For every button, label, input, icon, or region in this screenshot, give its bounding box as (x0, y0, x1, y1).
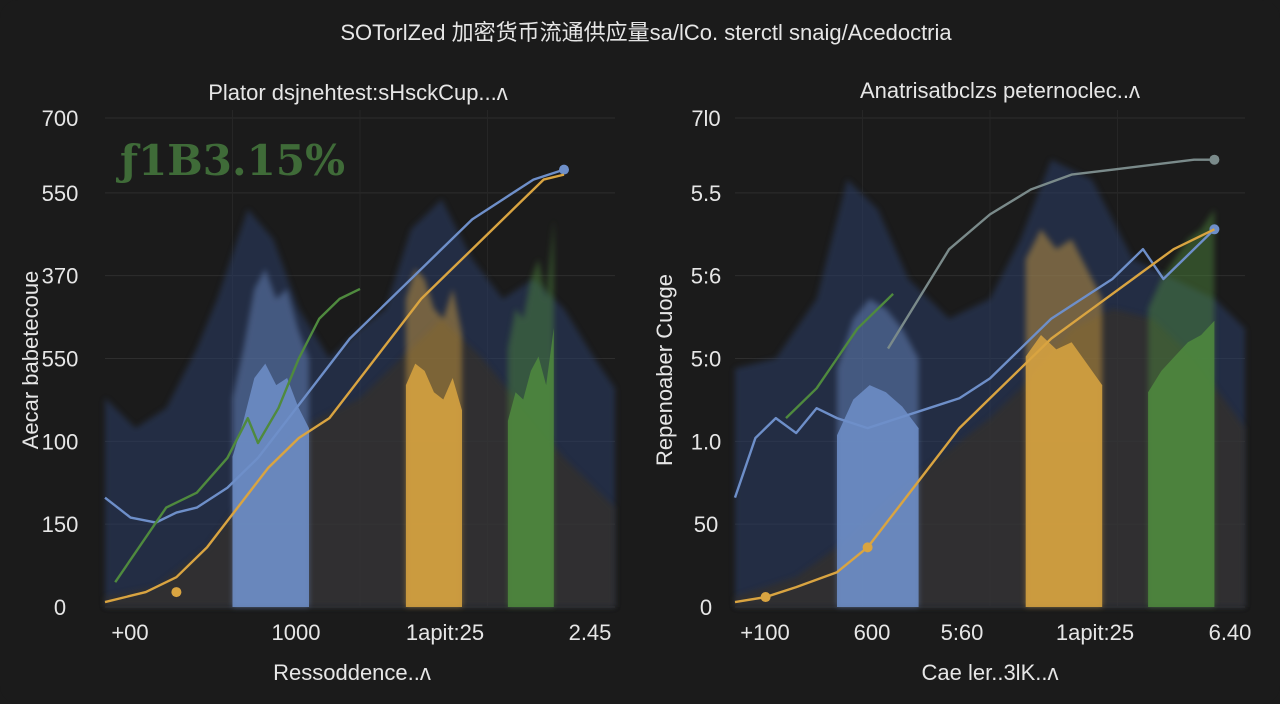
y-tick-label: 150 (42, 512, 79, 537)
y-tick-label: 100 (42, 429, 79, 454)
y-tick-label: 7l0 (691, 106, 720, 131)
series-line-green (785, 293, 894, 419)
series-marker (760, 592, 771, 603)
series-line-orange (734, 228, 1215, 604)
y-axis-label-left: Aecar babetecoue (18, 271, 43, 450)
y-tick-label: 0 (54, 595, 66, 620)
series-marker (862, 542, 873, 553)
chart-panel-right: Anatrisatbclzs peternoclec..ᴧ Repenoaber… (652, 78, 1251, 685)
series-line-blue (733, 228, 1216, 499)
y-tick-label: 1.0 (691, 429, 722, 454)
y-tick-label: 5:0 (691, 347, 722, 372)
band (1148, 320, 1215, 607)
figure-title: SOTorlZed 加密货币流通供应量sa/lCo. sterctl snaig… (340, 20, 952, 45)
x-axis-label-left: Ressoddence..ᴧ (273, 660, 431, 685)
x-tick-label: 6.40 (1209, 620, 1252, 645)
x-tick-label: +100 (740, 620, 790, 645)
plot-area-left: 0 150 100 550 370 550 700 +00 1000 1apit:25 2.45 (42, 106, 615, 645)
y-tick-label: 370 (42, 264, 79, 289)
band (837, 385, 919, 607)
series-line-orange (104, 173, 565, 604)
x-tick-label: 600 (854, 620, 891, 645)
chart-panel-left: Plator dsjnehtest:sHsckCup...ᴧ Aecar bab… (18, 80, 615, 685)
y-tick-label: 50 (694, 512, 718, 537)
x-tick-label: 2.45 (569, 620, 612, 645)
x-axis-label-right: Cae ler..3lK..ᴧ (922, 660, 1059, 685)
x-tick-label: 5:60 (941, 620, 984, 645)
plot-area-right: 0 50 1.0 5:0 5:6 5.5 7l0 +100 600 5:60 1apit:25 6.4… (691, 106, 1252, 645)
series-line-gray (886, 158, 1215, 350)
y-tick-label: 700 (42, 106, 79, 131)
highlight-value: ƒ1B3.15% (116, 136, 345, 185)
y-tick-label: 550 (42, 181, 79, 206)
chart-title-right: Anatrisatbclzs peternoclec..ᴧ (860, 78, 1140, 103)
x-tick-label: 1000 (272, 620, 321, 645)
band (507, 327, 554, 607)
series-marker (171, 587, 182, 598)
y-tick-label: 550 (42, 347, 79, 372)
y-tick-label: 5.5 (691, 181, 722, 206)
x-tick-label: 1apit:25 (1056, 620, 1134, 645)
series-marker (559, 164, 569, 175)
x-tick-label: +00 (111, 620, 148, 645)
series-line-blue (104, 168, 565, 524)
band (1025, 335, 1103, 607)
series-line-green (114, 287, 361, 583)
band (405, 363, 462, 607)
series-marker (1209, 154, 1220, 165)
chart-title-left: Plator dsjnehtest:sHsckCup...ᴧ (208, 80, 508, 105)
y-axis-label-right: Repenoaber Cuoge (652, 274, 677, 466)
x-tick-label: 1apit:25 (406, 620, 484, 645)
y-tick-label: 5:6 (691, 264, 722, 289)
y-tick-label: 0 (700, 595, 712, 620)
